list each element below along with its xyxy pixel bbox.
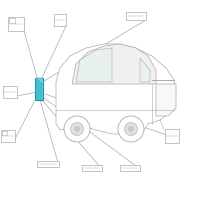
Bar — [3, 86, 17, 98]
Circle shape — [124, 122, 138, 136]
Bar — [1, 130, 15, 142]
Bar — [37, 161, 59, 167]
Circle shape — [118, 116, 144, 142]
Bar — [165, 129, 179, 143]
Polygon shape — [156, 84, 176, 116]
Polygon shape — [140, 58, 150, 82]
Bar — [9, 18, 15, 23]
Circle shape — [70, 122, 84, 136]
Circle shape — [129, 127, 133, 131]
Bar — [126, 12, 146, 20]
Polygon shape — [72, 44, 156, 84]
Circle shape — [64, 116, 90, 142]
Polygon shape — [56, 44, 176, 134]
Bar — [120, 165, 140, 171]
Bar — [82, 165, 102, 171]
Bar — [35, 78, 43, 100]
Bar — [8, 17, 24, 31]
Bar — [2, 131, 7, 135]
Circle shape — [75, 127, 79, 131]
Polygon shape — [76, 48, 112, 82]
Bar — [54, 14, 66, 26]
Polygon shape — [35, 78, 43, 84]
